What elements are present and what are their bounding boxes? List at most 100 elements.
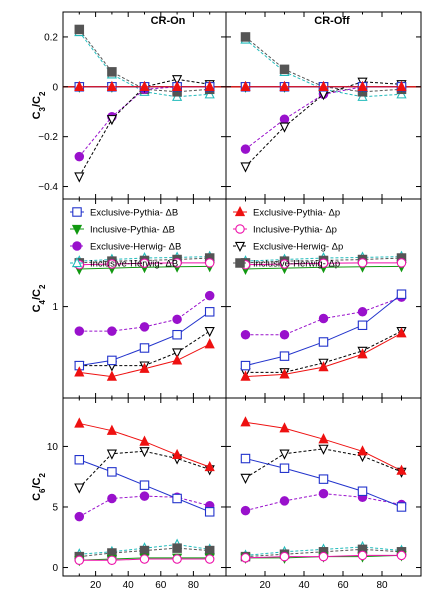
legend-entry-exB: Exclusive-Pythia- ΔB [70, 207, 178, 219]
legend-label-ihP: Inclusive-Herwig- Δp [253, 259, 340, 270]
legend-label-ihB: Inclusive-Herwig- ΔB [90, 259, 178, 270]
series-line-hwB-r0-p0 [78, 86, 210, 157]
ticks-layer [63, 12, 421, 576]
point-inP-r2-p0-3 [172, 554, 182, 564]
point-hwB-r0-p1-1 [279, 114, 290, 124]
series-hwB-r1-p0 [74, 290, 215, 336]
point-exB-r1-p0-1 [107, 355, 117, 366]
y-tick-label: 5 [52, 502, 58, 513]
series-exB-r2-p0 [74, 455, 215, 517]
y-axis-label-den: 2 [38, 473, 47, 478]
panel-title-0: CR-On [151, 15, 186, 27]
series-line-ihB-r2-p1 [245, 546, 402, 556]
point-exP-r0-p0-1 [106, 80, 117, 91]
legend-marker-inP [235, 224, 245, 234]
point-exP-r2-p0-3 [172, 448, 183, 460]
point-hwB-r2-p0-1 [107, 493, 117, 504]
point-inP-r1-p0-4 [204, 258, 215, 268]
point-hwP-r0-p1-1 [279, 122, 290, 133]
point-ihP-r0-p0-1 [107, 67, 117, 77]
y-axis-label-row2: C6/C2 [31, 473, 47, 501]
point-exP-r1-p1-1 [279, 368, 290, 379]
point-hwB-r2-p0-2 [139, 491, 150, 501]
point-inP-r2-p1-2 [318, 551, 329, 562]
point-exP-r0-p1-2 [318, 80, 329, 91]
series-exP-r0-p1 [240, 80, 407, 91]
legend-marker-inB [71, 224, 83, 236]
point-inP-r1-p0-2 [139, 258, 150, 268]
point-exP-r0-p1-1 [279, 80, 290, 91]
point-inP-r1-p1-1 [279, 259, 290, 269]
point-exP-r1-p1-2 [318, 361, 329, 372]
point-exP-r2-p0-4 [204, 460, 215, 472]
y-axis-label-main: C [31, 493, 43, 501]
point-inP-r1-p1-4 [396, 258, 407, 268]
point-hwB-r1-p1-2 [318, 313, 329, 324]
legend-marker-hwB [72, 241, 82, 251]
point-hwP-r1-p0-3 [172, 348, 183, 359]
point-inP-r2-p1-4 [396, 550, 407, 561]
point-hwB-r1-p1-0 [240, 329, 251, 340]
panel-frame-r0-p1 [225, 11, 422, 200]
y-tick-label: 10 [47, 442, 59, 453]
legend-marker-exB [72, 207, 82, 217]
series-line-ihB-r1-p1 [245, 256, 402, 262]
series-inP-r1-p1 [240, 258, 407, 270]
series-hwB-r1-p1 [240, 292, 407, 340]
point-exB-r1-p1-4 [396, 289, 407, 299]
point-inP-r2-p0-0 [74, 555, 85, 566]
legend-entry-exP: Exclusive-Pythia- Δp [233, 205, 340, 219]
point-exB-r2-p1-3 [357, 486, 368, 496]
point-exP-r2-p0-2 [139, 435, 150, 446]
point-exP-r0-p0-4 [204, 80, 215, 91]
point-exB-r2-p1-4 [396, 502, 407, 512]
series-line-hwB-r2-p1 [245, 493, 402, 512]
y-tick-label: 0 [52, 563, 58, 574]
y-axis-label-num: 6 [38, 488, 47, 493]
point-exP-r2-p0-0 [74, 417, 85, 428]
series-layer [74, 24, 407, 567]
y-axis-label-num: 3 [38, 106, 47, 111]
legend-marker-exP [234, 205, 246, 217]
legend-label-inP: Inclusive-Pythia- Δp [253, 225, 337, 236]
point-exB-r2-p0-2 [139, 480, 150, 490]
point-exP-r1-p0-1 [106, 370, 117, 381]
y-axis-label-den: 2 [38, 91, 47, 96]
point-inP-r2-p1-3 [357, 550, 368, 561]
point-inP-r2-p0-1 [107, 555, 117, 566]
series-exP-r1-p1 [240, 327, 407, 381]
point-ihP-r2-p0-3 [172, 543, 182, 553]
legend-label-inB: Inclusive-Pythia- ΔB [90, 225, 175, 236]
series-line-ihP-r0-p1 [245, 36, 402, 93]
point-exP-r0-p1-0 [240, 80, 251, 91]
point-inP-r2-p0-2 [139, 554, 150, 564]
point-exB-r1-p0-3 [172, 329, 182, 340]
point-inP-r2-p0-4 [204, 554, 215, 564]
point-exP-r2-p1-4 [396, 464, 407, 475]
point-hwB-r2-p1-1 [279, 496, 290, 506]
point-exB-r2-p1-1 [279, 463, 290, 473]
point-exP-r2-p0-1 [106, 424, 117, 435]
point-exB-r2-p1-2 [318, 474, 329, 484]
legend-label-exB: Exclusive-Pythia- ΔB [90, 208, 178, 219]
point-hwB-r1-p0-0 [74, 326, 85, 336]
y-axis-label-slash: /C [31, 96, 43, 107]
y-axis-label-num: 4 [38, 299, 47, 304]
point-hwB-r1-p0-1 [107, 326, 117, 336]
point-exP-r0-p1-3 [357, 80, 368, 91]
point-exB-r2-p0-1 [107, 467, 117, 477]
point-exP-r0-p0-3 [172, 80, 183, 91]
point-ihP-r0-p1-0 [240, 32, 251, 42]
point-inP-r2-p1-1 [279, 551, 290, 562]
point-exB-r1-p0-4 [204, 307, 215, 317]
point-exP-r0-p1-4 [396, 80, 407, 91]
y-axis-label-row1: C4/C2 [31, 284, 47, 312]
point-hwB-r1-p1-1 [279, 329, 290, 340]
point-exP-r1-p0-3 [172, 354, 183, 365]
point-hwP-r1-p0-4 [204, 326, 215, 338]
series-exP-r2-p0 [74, 417, 215, 472]
legend-label-hwB: Exclusive-Herwig- ΔB [90, 242, 181, 253]
point-exB-r2-p1-0 [240, 453, 251, 464]
point-hwP-r2-p1-1 [279, 449, 290, 460]
